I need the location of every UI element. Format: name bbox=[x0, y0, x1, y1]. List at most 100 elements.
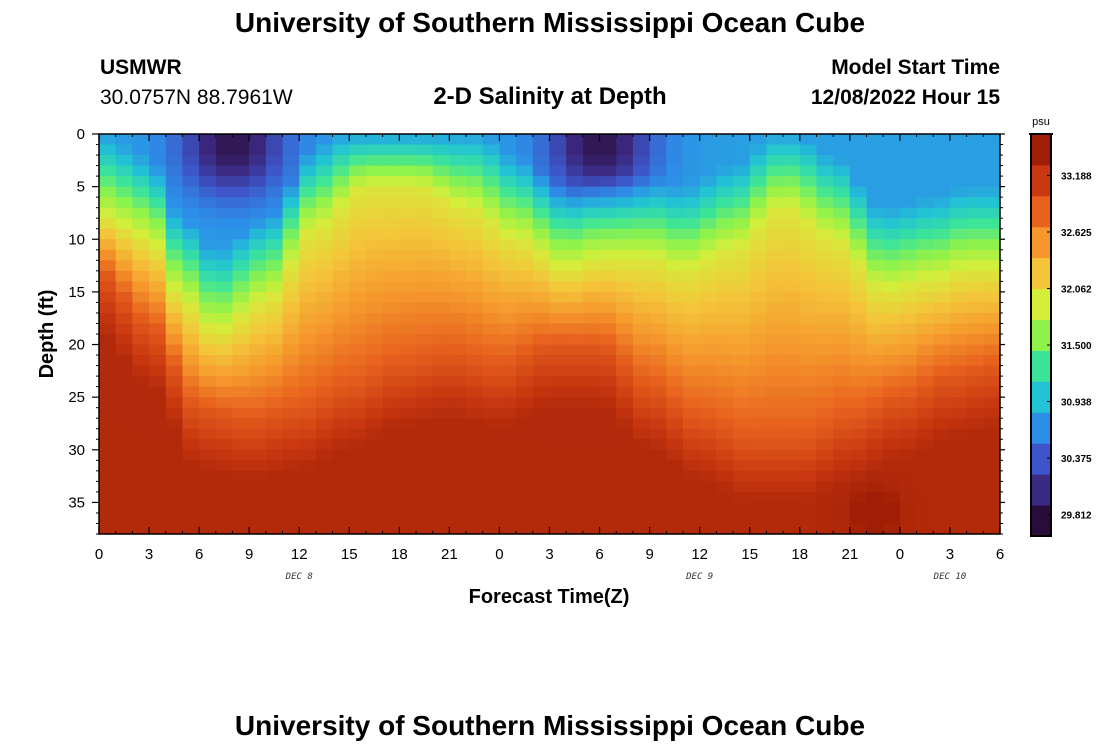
heatmap-cell bbox=[382, 291, 400, 304]
heatmap-cell bbox=[582, 523, 601, 534]
heatmap-cell bbox=[249, 502, 267, 514]
heatmap-cell bbox=[516, 218, 534, 230]
heatmap-cell bbox=[499, 176, 517, 188]
heatmap-cell bbox=[899, 228, 918, 240]
heatmap-cell bbox=[699, 355, 717, 367]
heatmap-cell bbox=[549, 134, 567, 146]
heatmap-cell bbox=[933, 302, 951, 314]
heatmap-cell bbox=[949, 397, 968, 409]
heatmap-cell bbox=[682, 355, 701, 367]
heatmap-cell bbox=[299, 460, 317, 472]
heatmap-cell bbox=[699, 281, 717, 293]
heatmap-cell bbox=[466, 260, 484, 272]
heatmap-cell bbox=[349, 260, 367, 272]
heatmap-cell bbox=[549, 239, 567, 251]
heatmap-cell bbox=[532, 291, 551, 304]
heatmap-cell bbox=[849, 312, 868, 325]
heatmap-cell bbox=[649, 355, 667, 367]
heatmap-cell bbox=[949, 291, 968, 304]
heatmap-cell bbox=[449, 144, 467, 156]
heatmap-cell bbox=[182, 470, 200, 482]
heatmap-cell bbox=[883, 365, 901, 377]
heatmap-cell bbox=[632, 449, 651, 461]
heatmap-cell bbox=[499, 470, 517, 482]
heatmap-cell bbox=[833, 449, 851, 461]
x-tick-label: 12 bbox=[291, 546, 308, 563]
heatmap-cell bbox=[516, 491, 534, 504]
heatmap-cell bbox=[649, 134, 667, 146]
heatmap-cell bbox=[833, 460, 851, 472]
heatmap-cell bbox=[182, 197, 200, 209]
heatmap-cell bbox=[632, 270, 651, 282]
heatmap-cell bbox=[332, 407, 350, 419]
heatmap-cell bbox=[616, 355, 634, 367]
heatmap-cell bbox=[916, 502, 934, 514]
heatmap-cell bbox=[966, 176, 984, 188]
heatmap-cell bbox=[966, 365, 984, 377]
heatmap-cell bbox=[749, 344, 768, 356]
heatmap-cell bbox=[382, 397, 400, 409]
heatmap-cell bbox=[416, 523, 434, 534]
heatmap-cell bbox=[749, 260, 768, 272]
heatmap-cell bbox=[232, 134, 250, 146]
heatmap-cell bbox=[682, 260, 701, 272]
heatmap-cell bbox=[716, 186, 734, 198]
heatmap-cell bbox=[199, 523, 217, 534]
heatmap-cell bbox=[949, 460, 968, 472]
heatmap-cell bbox=[833, 397, 851, 409]
heatmap-cell bbox=[649, 197, 667, 209]
heatmap-cell bbox=[416, 397, 434, 409]
heatmap-cell bbox=[516, 291, 534, 304]
heatmap-cell bbox=[399, 334, 417, 346]
heatmap-cell bbox=[232, 228, 250, 240]
heatmap-cell bbox=[516, 323, 534, 335]
heatmap-cell bbox=[682, 397, 701, 409]
heatmap-cell bbox=[949, 376, 968, 388]
heatmap-cell bbox=[866, 376, 884, 388]
heatmap-cell bbox=[382, 460, 400, 472]
heatmap-cell bbox=[132, 355, 150, 367]
heatmap-cell bbox=[215, 260, 234, 272]
heatmap-cell bbox=[265, 144, 284, 156]
heatmap-cell bbox=[849, 523, 868, 534]
heatmap-cell bbox=[949, 502, 968, 514]
y-tick-label: 15 bbox=[68, 284, 85, 301]
heatmap-cell bbox=[215, 312, 234, 325]
heatmap-cell bbox=[749, 239, 768, 251]
heatmap-cell bbox=[949, 449, 968, 461]
heatmap-cell bbox=[132, 460, 150, 472]
heatmap-cell bbox=[699, 260, 717, 272]
heatmap-cell bbox=[883, 502, 901, 514]
heatmap-cell bbox=[349, 460, 367, 472]
heatmap-cell bbox=[933, 186, 951, 198]
heatmap-cell bbox=[549, 323, 567, 335]
heatmap-cell bbox=[249, 439, 267, 451]
heatmap-cell bbox=[949, 312, 968, 325]
heatmap-cell bbox=[516, 449, 534, 461]
heatmap-cell bbox=[733, 176, 751, 188]
heatmap-cell bbox=[532, 270, 551, 282]
heatmap-cell bbox=[466, 176, 484, 188]
heatmap-cell bbox=[349, 249, 367, 261]
heatmap-cell bbox=[232, 291, 250, 304]
heatmap-cell bbox=[466, 355, 484, 367]
heatmap-cell bbox=[783, 491, 801, 504]
heatmap-cell bbox=[883, 207, 901, 219]
heatmap-cell bbox=[299, 134, 317, 146]
heatmap-cell bbox=[783, 460, 801, 472]
heatmap-cell bbox=[449, 207, 467, 219]
heatmap-cell bbox=[933, 334, 951, 346]
heatmap-cell bbox=[466, 428, 484, 440]
heatmap-cell bbox=[666, 218, 684, 230]
heatmap-cell bbox=[632, 239, 651, 251]
heatmap-cell bbox=[365, 239, 384, 251]
heatmap-cell bbox=[566, 302, 584, 314]
heatmap-cell bbox=[99, 470, 117, 482]
heatmap-cell bbox=[766, 197, 784, 209]
heatmap-cell bbox=[249, 291, 267, 304]
heatmap-cell bbox=[966, 228, 984, 240]
heatmap-cell bbox=[749, 481, 768, 493]
heatmap-cell bbox=[749, 428, 768, 440]
heatmap-cell bbox=[699, 207, 717, 219]
heatmap-cell bbox=[299, 302, 317, 314]
